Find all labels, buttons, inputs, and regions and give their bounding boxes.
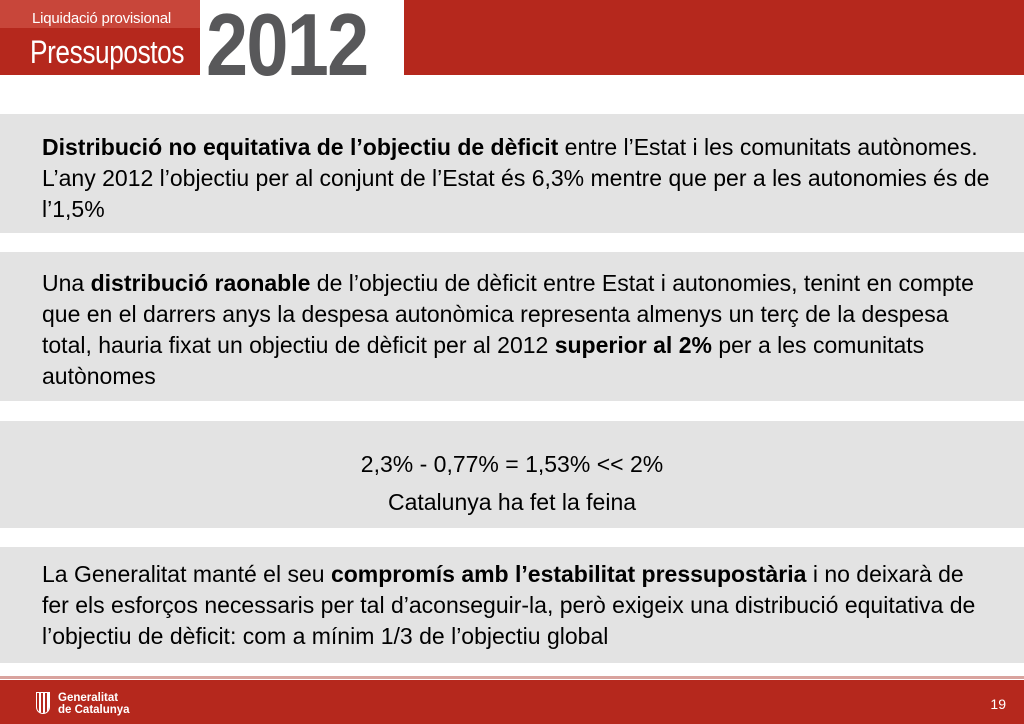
box2-text-1: Una [42,270,91,296]
logo-line-1: Generalitat [58,692,119,704]
header-label-box: Liquidació provisional Pressupostos [0,0,200,75]
page-number: 19 [990,696,1006,712]
box3-formula: 2,3% - 0,77% = 1,53% << 2% [360,451,664,477]
box1-text: entre l’Estat i les comunitats autònomes… [42,134,990,222]
footer-bar: Generalitat de Catalunya 19 [0,680,1024,724]
text-box-1: Distribució no equitativa de l’objectiu … [0,114,1024,233]
header-title: Pressupostos [30,34,185,70]
box2-text-2: de l’objectiu de dèficit entre Estat i a… [42,270,974,358]
box2-bold-1: distribució raonable [90,270,311,296]
box2-bold-2: superior al 2% [554,332,712,358]
text-box-2: Una distribució raonable de l’objectiu d… [0,252,1024,401]
header-label-tab [0,0,200,28]
box1-bold-lead: Distribució no equitativa de l’objectiu … [42,134,559,160]
header-subtitle: Liquidació provisional [32,10,172,27]
box4-text-1: La Generalitat manté el seu [42,561,331,587]
header-year: 2012 [206,0,369,94]
box2-text-3: per a les comunitats autònomes [42,332,925,389]
text-box-4: La Generalitat manté el seu compromís am… [0,547,1024,663]
box3-conclusion: Catalunya ha fet la feina [387,489,637,515]
text-box-3: 2,3% - 0,77% = 1,53% << 2% Catalunya ha … [0,421,1024,528]
logo-line-2: de Catalunya [58,704,130,716]
box4-text-2: i no deixarà de fer els esforços necessa… [42,561,976,649]
footer-divider [0,676,1024,679]
box4-bold-1: compromís amb l’estabilitat pressupostàr… [330,561,807,587]
generalitat-logo-icon [36,692,50,714]
generalitat-logo-text: Generalitat de Catalunya [58,692,130,716]
header-bar [404,0,1024,75]
